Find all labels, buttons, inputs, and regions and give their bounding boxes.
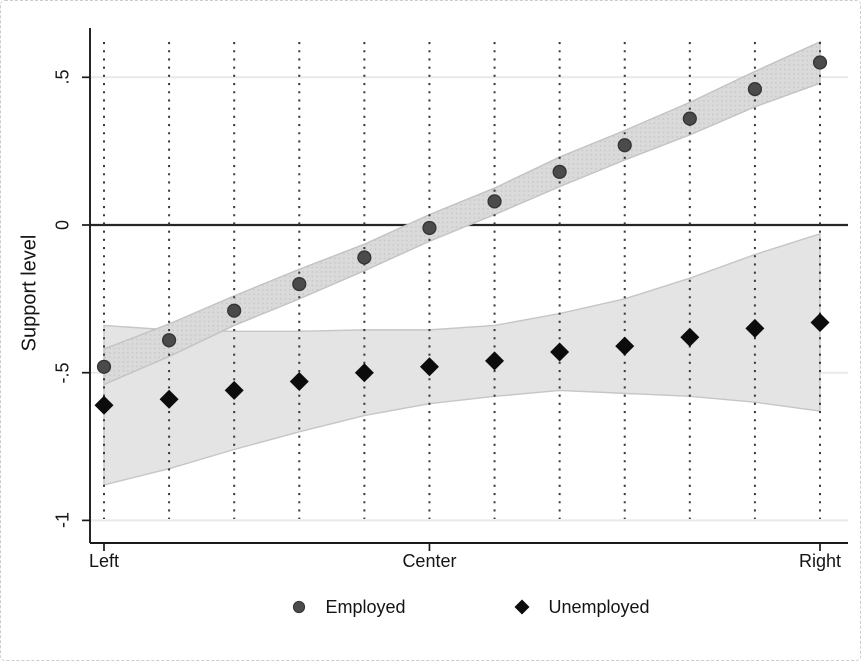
- unemployed-point: [94, 395, 114, 415]
- unemployed-point: [159, 389, 179, 409]
- unemployed-point: [550, 342, 570, 362]
- unemployed-point: [419, 357, 439, 377]
- x-tick-label-left: Left: [88, 551, 120, 571]
- legend-item-employed: Employed: [288, 596, 405, 618]
- unemployed-diamond-icon: [514, 599, 530, 615]
- unemployed-point: [485, 351, 505, 371]
- unemployed-point: [810, 312, 830, 332]
- employed-point: [747, 82, 763, 97]
- unemployed-point: [745, 318, 765, 338]
- employed-point: [227, 303, 242, 318]
- employed-point: [552, 164, 567, 179]
- employed-point: [292, 276, 307, 292]
- x-tick-label-center: Center: [402, 551, 457, 571]
- employed-circle-icon: [293, 600, 306, 614]
- y-tick-label-05: .5: [52, 69, 73, 85]
- unemployed-ci-band: [103, 232, 821, 486]
- y-axis-title: Support level: [18, 234, 41, 352]
- employed-point: [422, 220, 437, 236]
- legend-label-employed: Employed: [325, 596, 406, 617]
- y-tick-label-0: 0: [52, 219, 73, 231]
- y-tick-label-neg05: -.5: [52, 362, 73, 384]
- employed-point: [487, 194, 502, 209]
- legend-label-unemployed: Unemployed: [548, 596, 650, 617]
- legend: Employed Unemployed: [90, 592, 848, 622]
- employed-point: [96, 359, 112, 374]
- employed-point: [161, 333, 177, 348]
- y-tick-label-neg1: -1: [52, 512, 73, 529]
- legend-item-unemployed: Unemployed: [511, 596, 650, 618]
- employed-point: [682, 111, 697, 126]
- unemployed-point: [224, 380, 244, 400]
- employed-point: [617, 138, 632, 153]
- unemployed-point: [680, 327, 700, 347]
- unemployed-point: [354, 363, 374, 383]
- unemployed-point: [615, 336, 635, 356]
- employed-point: [812, 55, 828, 70]
- x-tick-label-right: Right: [798, 551, 841, 571]
- unemployed-point: [289, 372, 309, 392]
- employed-point: [357, 250, 372, 265]
